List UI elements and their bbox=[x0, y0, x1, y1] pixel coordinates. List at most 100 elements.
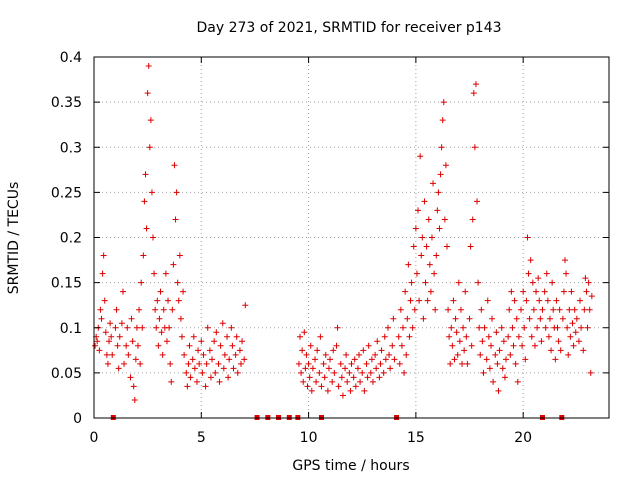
data-point bbox=[360, 347, 367, 354]
data-point bbox=[304, 383, 311, 390]
data-point bbox=[486, 365, 493, 372]
data-point bbox=[520, 288, 527, 295]
data-point bbox=[398, 342, 405, 349]
data-point bbox=[106, 338, 113, 345]
data-point bbox=[301, 329, 308, 336]
data-point bbox=[526, 315, 533, 322]
data-point bbox=[584, 324, 591, 331]
data-point bbox=[505, 333, 512, 340]
data-point bbox=[499, 365, 506, 372]
data-point bbox=[372, 351, 379, 358]
data-point bbox=[427, 288, 434, 295]
data-point bbox=[528, 333, 535, 340]
data-point bbox=[237, 360, 244, 367]
data-point bbox=[184, 383, 191, 390]
data-point bbox=[480, 369, 487, 376]
data-point bbox=[389, 342, 396, 349]
data-point bbox=[230, 365, 237, 372]
data-point bbox=[339, 392, 346, 399]
x-axis-label: GPS time / hours bbox=[292, 458, 409, 474]
data-point bbox=[139, 324, 146, 331]
data-point bbox=[346, 369, 353, 376]
data-point bbox=[166, 324, 173, 331]
data-point bbox=[475, 279, 482, 286]
data-point bbox=[523, 297, 530, 304]
data-point bbox=[107, 320, 114, 327]
data-point bbox=[207, 374, 214, 381]
data-point bbox=[213, 329, 220, 336]
data-point bbox=[127, 374, 134, 381]
data-point bbox=[423, 243, 430, 250]
data-point bbox=[211, 338, 218, 345]
data-point bbox=[365, 342, 372, 349]
data-point bbox=[506, 306, 513, 313]
data-point bbox=[487, 342, 494, 349]
data-point bbox=[170, 261, 177, 268]
data-point bbox=[554, 324, 561, 331]
data-point bbox=[325, 365, 332, 372]
data-point bbox=[219, 320, 226, 327]
data-point bbox=[541, 288, 548, 295]
data-point bbox=[391, 356, 398, 363]
data-point bbox=[368, 356, 375, 363]
data-point bbox=[445, 306, 452, 313]
data-point bbox=[560, 288, 567, 295]
data-point bbox=[515, 333, 522, 340]
x-tick-label: 0 bbox=[90, 430, 99, 446]
data-point bbox=[380, 369, 387, 376]
data-point bbox=[331, 369, 338, 376]
data-point bbox=[549, 279, 556, 286]
data-point bbox=[203, 360, 210, 367]
data-point bbox=[185, 360, 192, 367]
data-point bbox=[305, 360, 312, 367]
data-point bbox=[462, 288, 469, 295]
data-point bbox=[159, 351, 166, 358]
data-point bbox=[430, 180, 437, 187]
data-point bbox=[562, 257, 569, 264]
y-tick-label: 0.15 bbox=[51, 276, 82, 292]
data-point bbox=[400, 324, 406, 331]
data-point bbox=[580, 347, 587, 354]
data-point bbox=[94, 338, 101, 345]
data-point bbox=[114, 342, 121, 349]
data-point bbox=[224, 333, 231, 340]
data-point bbox=[521, 324, 528, 331]
data-point bbox=[546, 315, 553, 322]
data-point bbox=[116, 333, 123, 340]
data-point bbox=[174, 279, 181, 286]
data-point bbox=[147, 117, 154, 124]
data-point bbox=[448, 324, 455, 331]
data-point bbox=[130, 383, 137, 390]
data-point bbox=[137, 360, 144, 367]
data-point bbox=[545, 333, 552, 340]
data-point bbox=[489, 315, 496, 322]
data-point bbox=[128, 315, 135, 322]
data-point bbox=[456, 338, 463, 345]
data-point bbox=[408, 279, 415, 286]
data-point bbox=[524, 234, 531, 241]
data-point bbox=[511, 297, 518, 304]
data-point bbox=[118, 320, 125, 327]
data-point bbox=[342, 365, 349, 372]
data-point bbox=[101, 297, 108, 304]
x-tick-label: 5 bbox=[197, 430, 206, 446]
data-point bbox=[363, 360, 370, 367]
data-point bbox=[354, 365, 361, 372]
data-point bbox=[406, 333, 413, 340]
data-point bbox=[229, 342, 236, 349]
data-point bbox=[411, 306, 418, 313]
data-point bbox=[564, 324, 571, 331]
data-point bbox=[302, 365, 309, 372]
y-tick-label: 0 bbox=[73, 411, 82, 427]
data-point bbox=[457, 306, 464, 313]
data-point bbox=[146, 144, 153, 151]
data-point bbox=[539, 306, 546, 313]
data-points bbox=[92, 63, 595, 403]
data-point bbox=[507, 351, 514, 358]
data-point bbox=[455, 279, 462, 286]
data-point bbox=[138, 279, 145, 286]
data-point bbox=[189, 356, 196, 363]
y-tick-label: 0.4 bbox=[60, 50, 82, 66]
data-point bbox=[494, 360, 501, 367]
data-point bbox=[422, 279, 429, 286]
